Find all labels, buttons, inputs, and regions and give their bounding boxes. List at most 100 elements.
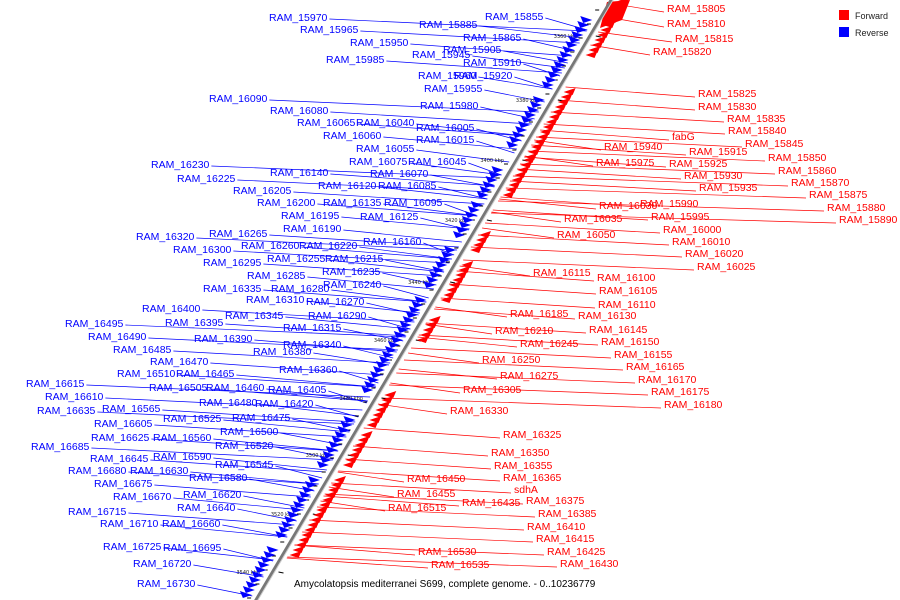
forward-leader-line xyxy=(492,209,649,221)
reverse-gene-label: RAM_16065 xyxy=(297,117,356,129)
reverse-gene-feature xyxy=(402,316,415,323)
reverse-gene-label: RAM_16015 xyxy=(416,134,475,146)
reverse-gene-label: RAM_16285 xyxy=(247,270,306,282)
forward-gene-label: RAM_15810 xyxy=(667,18,726,30)
reverse-gene-feature xyxy=(556,56,569,63)
forward-gene-label: RAM_15940 xyxy=(604,141,663,153)
reverse-gene-feature xyxy=(322,451,335,458)
forward-leader-line xyxy=(557,99,696,111)
reverse-gene-label: RAM_16265 xyxy=(209,228,268,240)
forward-gene-feature xyxy=(473,241,486,248)
forward-gene-feature xyxy=(557,98,570,105)
forward-leader-line xyxy=(338,470,501,482)
reverse-gene-feature xyxy=(577,21,590,28)
reverse-gene-feature xyxy=(396,326,409,333)
reverse-gene-label: RAM_16260 xyxy=(241,240,300,252)
reverse-gene-label: RAM_16270 xyxy=(306,296,365,308)
forward-gene-feature xyxy=(528,148,541,155)
reverse-gene-label: RAM_16345 xyxy=(225,310,284,322)
forward-leader-line xyxy=(565,86,696,98)
forward-leader-line xyxy=(331,482,512,494)
reverse-leader-line xyxy=(329,18,587,32)
forward-leader-line xyxy=(363,427,501,439)
reverse-gene-label: RAM_16615 xyxy=(26,378,85,390)
forward-leader-line xyxy=(294,544,416,556)
forward-gene-feature xyxy=(384,391,397,398)
reverse-leader-line xyxy=(359,246,452,260)
forward-gene-feature xyxy=(478,231,491,238)
forward-gene-label: RAM_15930 xyxy=(684,170,743,182)
forward-gene-feature xyxy=(597,31,610,38)
reverse-gene-label: RAM_16230 xyxy=(151,159,210,171)
forward-leader-line xyxy=(434,308,576,320)
reverse-gene-label: RAM_16610 xyxy=(45,391,104,403)
reverse-leader-line xyxy=(210,362,384,376)
reverse-gene-feature xyxy=(571,31,584,38)
reverse-leader-line xyxy=(266,388,368,402)
forward-leader-line xyxy=(287,556,558,568)
forward-gene-label: RAM_15835 xyxy=(727,113,786,125)
forward-gene-label: RAM_16250 xyxy=(482,354,541,366)
axis-tick-label: 3400 kbp xyxy=(480,158,504,164)
reverse-leader-line xyxy=(154,424,347,438)
legend-reverse-label: Reverse xyxy=(855,28,889,38)
reverse-leader-line xyxy=(160,524,288,538)
reverse-gene-feature xyxy=(411,301,424,308)
reverse-gene-feature xyxy=(524,111,537,118)
forward-gene-feature xyxy=(416,336,429,343)
forward-gene-feature xyxy=(539,128,552,135)
reverse-gene-feature xyxy=(316,461,329,468)
forward-gene-label: RAM_15975 xyxy=(596,157,655,169)
reverse-gene-feature xyxy=(429,271,442,278)
forward-gene-feature xyxy=(458,266,471,273)
reverse-gene-feature xyxy=(405,311,418,318)
reverse-leader-line xyxy=(301,246,452,260)
axis-tick-label: 3460 kbp xyxy=(374,338,398,344)
forward-leader-line xyxy=(498,200,825,212)
reverse-gene-feature xyxy=(574,26,587,33)
forward-gene-label: RAM_16185 xyxy=(510,308,569,320)
forward-leader-line xyxy=(390,382,461,394)
reverse-leader-line xyxy=(478,76,553,90)
reverse-gene-feature xyxy=(515,126,528,133)
reverse-gene-label: RAM_16695 xyxy=(163,542,222,554)
forward-gene-feature xyxy=(319,501,332,508)
axis-tick-label: 3420 kbp xyxy=(445,218,469,224)
reverse-leader-line xyxy=(213,457,327,471)
forward-gene-feature xyxy=(511,176,524,183)
reverse-gene-label: RAM_16500 xyxy=(220,426,279,438)
forward-gene-feature xyxy=(563,88,576,95)
forward-gene-feature xyxy=(366,421,379,428)
reverse-gene-feature xyxy=(293,501,306,508)
reverse-leader-line xyxy=(263,263,442,277)
reverse-gene-label: RAM_16670 xyxy=(113,491,172,503)
forward-gene-label: RAM_16010 xyxy=(672,236,731,248)
forward-leader-line xyxy=(519,163,776,175)
reverse-leader-line xyxy=(275,465,323,479)
reverse-gene-feature xyxy=(367,376,380,383)
forward-gene-feature xyxy=(476,236,489,243)
reverse-gene-feature xyxy=(452,231,465,238)
axis-tick-label: 3440 kbp xyxy=(408,280,432,286)
reverse-gene-feature xyxy=(284,516,297,523)
reverse-leader-line xyxy=(105,397,363,411)
reverse-gene-feature xyxy=(248,576,261,583)
reverse-gene-feature xyxy=(529,101,542,108)
reverse-gene-label: RAM_16390 xyxy=(194,333,253,345)
forward-leader-line xyxy=(389,384,649,396)
legend-forward-label: Forward xyxy=(855,11,888,21)
reverse-gene-label: RAM_15885 xyxy=(419,19,478,31)
forward-leader-line xyxy=(550,111,725,123)
forward-leader-line xyxy=(425,322,587,334)
forward-gene-label: RAM_16305 xyxy=(463,384,522,396)
reverse-gene-label: RAM_16420 xyxy=(255,398,314,410)
reverse-gene-feature xyxy=(299,491,312,498)
reverse-gene-label: RAM_16630 xyxy=(130,465,189,477)
forward-gene-feature xyxy=(600,26,613,33)
reverse-gene-label: RAM_16625 xyxy=(91,432,150,444)
reverse-leader-line xyxy=(378,186,488,200)
reverse-leader-line xyxy=(233,250,450,264)
forward-gene-label: RAM_15840 xyxy=(728,125,787,137)
reverse-gene-feature xyxy=(467,206,480,213)
